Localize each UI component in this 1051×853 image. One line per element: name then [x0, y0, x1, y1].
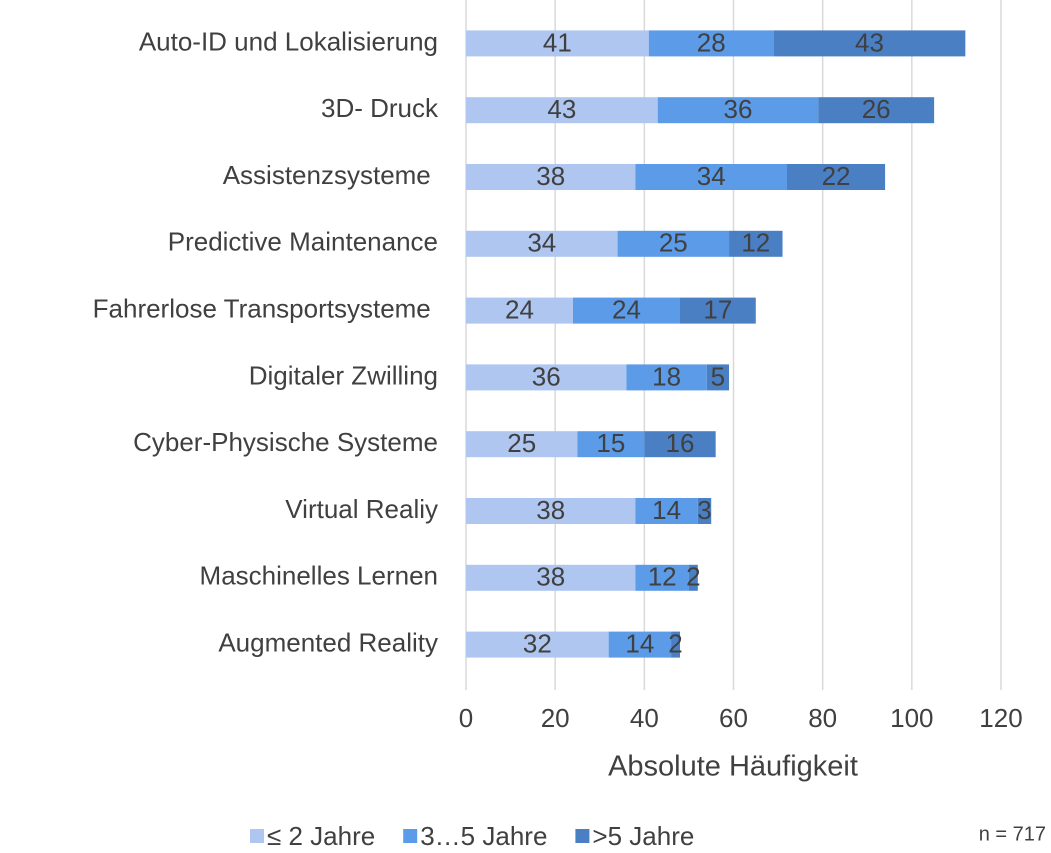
y-tick-label: Auto-ID und Lokalisierung [139, 26, 438, 56]
x-tick-label: 80 [808, 703, 837, 733]
data-label: 12 [741, 228, 770, 258]
data-label: 2 [668, 628, 682, 658]
data-label: 38 [536, 495, 565, 525]
y-tick-label: Virtual Realiy [285, 494, 438, 524]
data-label: 18 [652, 361, 681, 391]
data-label: 17 [703, 294, 732, 324]
data-label: 38 [536, 562, 565, 592]
data-label: 2 [686, 562, 700, 592]
bar-segment [466, 431, 578, 458]
data-label: 34 [697, 161, 726, 191]
bar-segment [688, 564, 698, 591]
y-tick-label: Fahrerlose Transportsysteme [93, 293, 438, 323]
bar-segment [644, 431, 716, 458]
data-label: 16 [666, 428, 695, 458]
data-label: 14 [625, 628, 654, 658]
data-label: 5 [711, 361, 725, 391]
data-label: 36 [723, 94, 752, 124]
bar-segment [466, 97, 658, 124]
y-tick-label: Assistenzsysteme [223, 160, 438, 190]
bar-segment [697, 498, 712, 524]
legend-label: ≤ 2 Jahre [267, 821, 375, 851]
bar-segment [635, 564, 689, 591]
x-tick-label: 120 [979, 703, 1022, 733]
y-tick-label: Digitaler Zwilling [249, 360, 438, 390]
data-label: 24 [505, 294, 534, 324]
data-label: 43 [547, 94, 576, 124]
y-tick-label: Cyber-Physische Systeme [133, 427, 438, 457]
bar-segment [466, 564, 636, 591]
bar-segment [671, 631, 680, 658]
bar-segment [466, 164, 636, 190]
bar-segment [773, 30, 966, 57]
bar-segment [466, 364, 627, 391]
x-axis-label: Absolute Häufigkeit [608, 751, 858, 783]
bar-segment [635, 164, 787, 190]
x-tick-label: 100 [890, 703, 933, 733]
bar-segment [608, 631, 672, 658]
data-label: 15 [596, 428, 625, 458]
data-label: 36 [532, 361, 561, 391]
bar-segment [648, 30, 774, 57]
data-label: 32 [523, 628, 552, 658]
bar-segment [466, 230, 618, 257]
data-label: 12 [648, 562, 677, 592]
y-tick-label: Predictive Maintenance [168, 227, 438, 257]
legend-label: >5 Jahre [592, 821, 694, 851]
data-label: 25 [659, 228, 688, 258]
x-tick-label: 0 [459, 703, 473, 733]
bar-segment [706, 364, 730, 391]
x-tick-label: 40 [630, 703, 659, 733]
data-label: 28 [697, 27, 726, 57]
data-label: 25 [507, 428, 536, 458]
legend-swatch [403, 829, 418, 843]
bar-segment [466, 297, 573, 324]
data-label: 26 [862, 94, 891, 124]
y-tick-label: Maschinelles Lernen [200, 561, 438, 591]
data-label: 38 [536, 161, 565, 191]
bar-segment [466, 631, 609, 658]
bar-segment [635, 498, 698, 524]
bar-segment [466, 30, 649, 57]
y-tick-label: 3D- Druck [321, 93, 439, 123]
bar-segment [577, 431, 645, 458]
legend-swatch [250, 829, 264, 843]
bar-segment [818, 97, 935, 124]
legend-swatch [575, 829, 590, 843]
data-label: 34 [527, 228, 556, 258]
data-label: 43 [855, 27, 884, 57]
annotation: n = 717 [979, 823, 1046, 845]
bar-segment [680, 297, 756, 324]
y-tick-label: Augmented Reality [218, 627, 438, 657]
bar-segment [657, 97, 819, 124]
bar-segment [573, 297, 680, 324]
x-tick-label: 60 [719, 703, 748, 733]
data-label: 22 [822, 161, 851, 191]
bar-segment [626, 364, 707, 391]
x-tick-label: 20 [541, 703, 570, 733]
data-label: 14 [652, 495, 681, 525]
data-label: 24 [612, 294, 641, 324]
data-label: 41 [543, 27, 572, 57]
bar-segment [617, 230, 730, 257]
bar-segment [787, 164, 886, 190]
bar-segment [466, 498, 636, 524]
bar-segment [729, 230, 783, 257]
data-label: 3 [697, 495, 711, 525]
legend-label: 3…5 Jahre [420, 821, 547, 851]
